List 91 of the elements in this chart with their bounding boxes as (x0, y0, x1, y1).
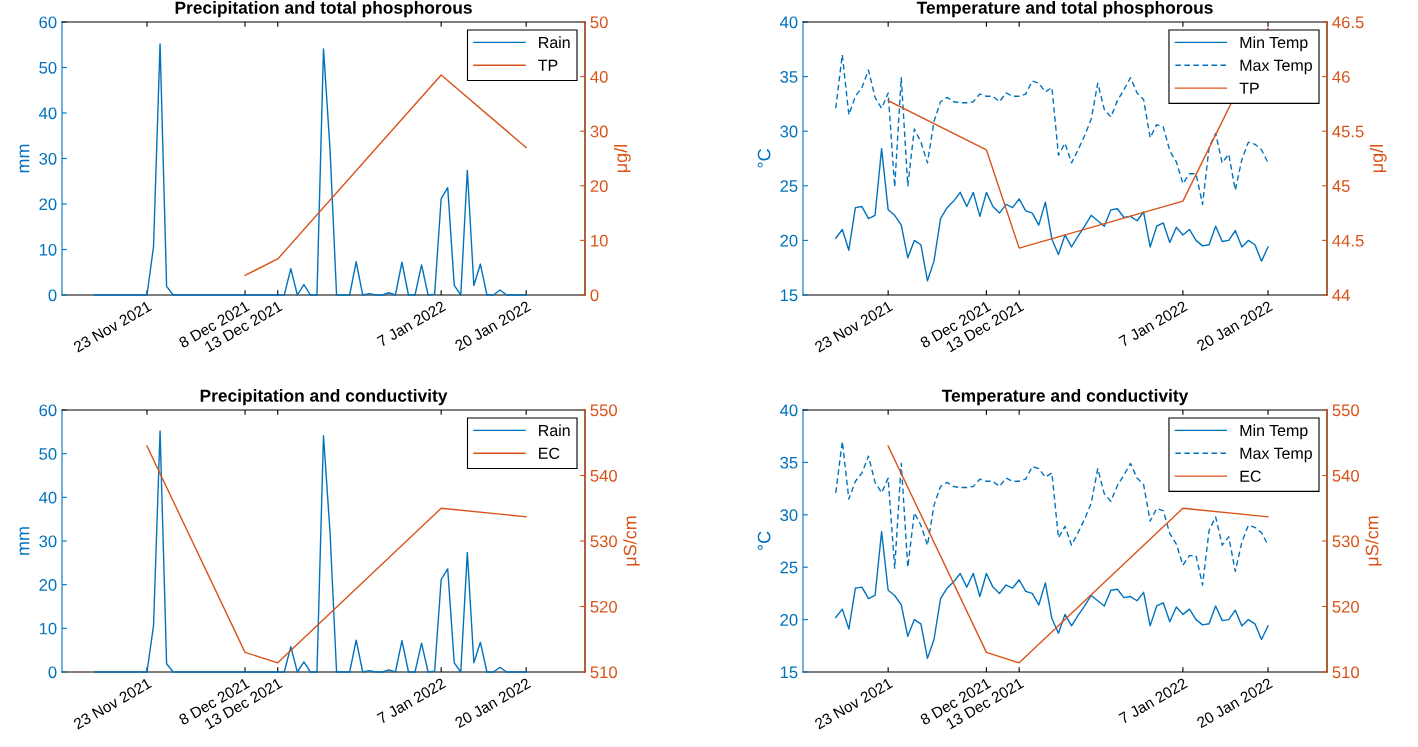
line-series (835, 440, 1269, 586)
y2-tick-label: 520 (1332, 600, 1360, 613)
y-axis-title: °C (757, 149, 771, 168)
legend-label: TP (1239, 82, 1259, 94)
y-tick-label: 30 (39, 535, 57, 548)
y2-tick-label: 510 (590, 666, 618, 679)
y-tick-label: 60 (39, 16, 57, 29)
line-series (146, 445, 527, 664)
chart-title: Temperature and conductivity (941, 389, 1189, 406)
chart-title: Temperature and total phosphorous (916, 1, 1213, 18)
y-tick-label: 30 (39, 152, 57, 165)
y2-tick-label: 510 (1332, 666, 1360, 679)
y2-tick-label: 40 (590, 71, 608, 83)
y-tick-label: 40 (779, 16, 798, 29)
y2-axis-title: μS/cm (1365, 516, 1382, 566)
y-tick-label: 0 (48, 666, 57, 679)
y-tick-label: 0 (48, 289, 57, 302)
y2-axis-title: μg/l (1369, 144, 1387, 173)
legend-label: Max Temp (1240, 447, 1312, 463)
line-series (93, 43, 527, 296)
x-tick-label: 23 Nov 2021 (72, 677, 152, 730)
legend-label: TP (538, 59, 558, 71)
y-axis-title: mm (19, 144, 30, 173)
x-tick-label: 20 Jan 2022 (1196, 300, 1273, 352)
y-tick-label: 30 (780, 509, 798, 521)
line-series (835, 54, 1269, 206)
y-tick-label: 25 (780, 561, 798, 574)
y-tick-label: 60 (39, 404, 57, 417)
x-tick-label: 23 Nov 2021 (813, 677, 894, 730)
y2-tick-label: 540 (590, 469, 618, 482)
y-axis-title: °C (757, 531, 771, 551)
x-tick-label: 20 Jan 2022 (454, 300, 532, 352)
line-series (835, 530, 1269, 660)
legend-label: EC (539, 447, 560, 459)
y2-axis-title: μg/l (613, 144, 631, 173)
y2-tick-label: 0 (590, 289, 599, 302)
y2-tick-label: 30 (590, 125, 608, 138)
y2-tick-label: 50 (590, 16, 608, 29)
x-tick-label: 20 Jan 2022 (454, 677, 532, 729)
chart-title: Precipitation and conductivity (200, 389, 448, 406)
y-tick-label: 40 (38, 491, 57, 504)
y-tick-label: 15 (780, 289, 798, 302)
y-tick-label: 40 (779, 404, 798, 417)
y2-tick-label: 520 (590, 600, 618, 613)
y-tick-label: 15 (780, 666, 798, 679)
x-tick-label: 7 Jan 2022 (1118, 300, 1188, 347)
y-tick-label: 20 (39, 579, 57, 591)
y-tick-label: 10 (39, 243, 57, 256)
y2-tick-label: 540 (1332, 469, 1360, 482)
x-tick-label: 7 Jan 2022 (376, 300, 447, 347)
y-tick-label: 35 (780, 71, 798, 83)
y2-tick-label: 10 (591, 234, 608, 247)
y-tick-label: 20 (39, 198, 57, 211)
y2-tick-label: 530 (590, 535, 618, 548)
x-tick-label: 7 Jan 2022 (1118, 677, 1188, 724)
x-tick-label: 7 Jan 2022 (376, 677, 447, 724)
y2-tick-label: 45.5 (1332, 125, 1364, 138)
y-tick-label: 35 (780, 456, 798, 469)
y-axis-title: mm (19, 527, 30, 555)
y2-tick-label: 44.5 (1332, 234, 1364, 247)
y-tick-label: 25 (780, 180, 798, 192)
y2-tick-label: 46 (1332, 71, 1350, 83)
legend-label: Rain (539, 36, 570, 49)
y-tick-label: 20 (780, 614, 798, 626)
y2-axis-title: μS/cm (623, 516, 640, 566)
legend-label: Max Temp (1240, 59, 1312, 75)
y2-tick-label: 44 (1332, 289, 1350, 302)
x-tick-label: 23 Nov 2021 (72, 300, 152, 353)
x-tick-label: 23 Nov 2021 (813, 300, 894, 353)
y2-tick-label: 530 (1332, 535, 1360, 548)
y2-tick-label: 550 (590, 404, 618, 417)
legend-label: Min Temp (1240, 36, 1308, 52)
y-tick-label: 10 (39, 622, 57, 635)
y2-tick-label: 20 (590, 180, 608, 192)
line-series (244, 74, 527, 277)
line-series (887, 445, 1269, 664)
chart-title: Precipitation and total phosphorous (175, 1, 472, 18)
legend-label: Min Temp (1240, 424, 1308, 440)
y-tick-label: 20 (780, 234, 798, 247)
y-tick-label: 40 (38, 107, 57, 120)
y2-tick-label: 46.5 (1332, 16, 1364, 29)
x-tick-label: 20 Jan 2022 (1196, 677, 1273, 729)
line-series (93, 430, 527, 673)
y2-tick-label: 550 (1332, 404, 1360, 417)
y-tick-label: 30 (780, 125, 798, 138)
y-tick-label: 50 (39, 61, 57, 74)
y-tick-label: 50 (39, 448, 57, 460)
legend-label: EC (1240, 470, 1261, 482)
line-series (835, 147, 1269, 282)
legend-label: Rain (539, 424, 570, 437)
y2-tick-label: 45 (1332, 180, 1350, 192)
